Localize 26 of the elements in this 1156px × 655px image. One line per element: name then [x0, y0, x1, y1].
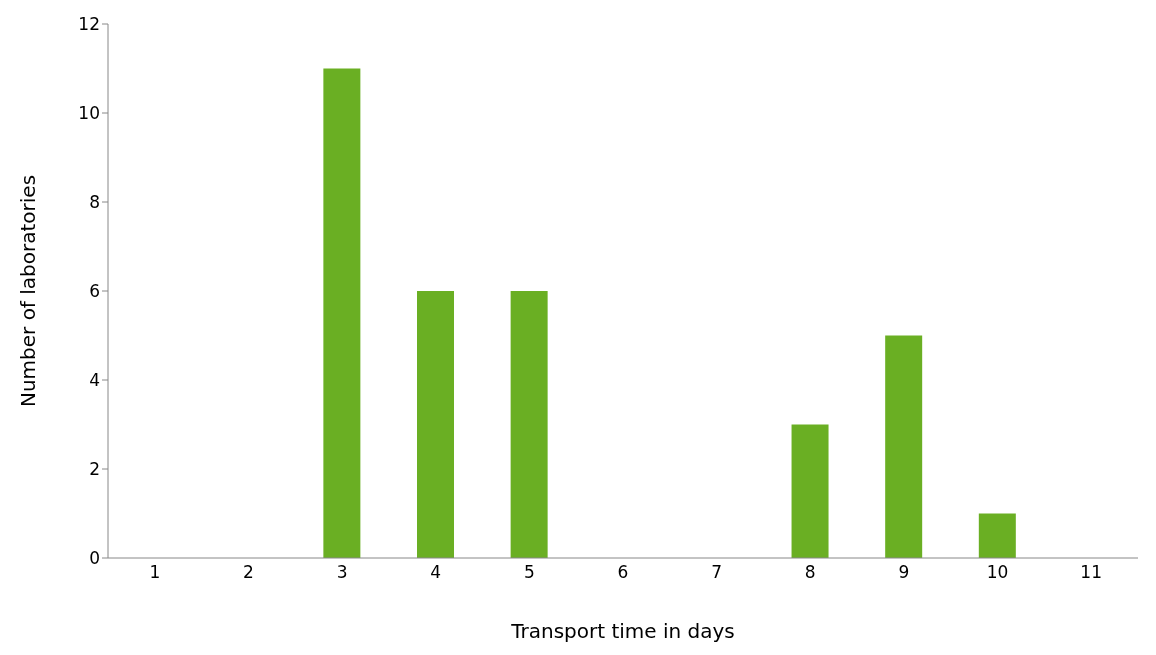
bar — [791, 424, 829, 558]
y-tick-label: 10 — [78, 103, 100, 124]
bar — [978, 513, 1016, 558]
bar — [417, 291, 454, 558]
y-tick-label: 8 — [89, 192, 100, 213]
y-tick-label: 4 — [89, 370, 100, 391]
x-tick-label: 2 — [243, 562, 254, 583]
x-tick-label: 6 — [617, 562, 629, 583]
x-tick-label: 3 — [336, 562, 348, 583]
x-tick-label: 5 — [523, 562, 535, 583]
x-tick-label: 4 — [430, 562, 442, 583]
x-tick-label: 9 — [898, 562, 910, 583]
x-tick-label: 10 — [986, 562, 1009, 583]
bar — [885, 335, 923, 558]
bar — [510, 291, 548, 558]
y-axis-title: Number of laboratories — [16, 174, 41, 408]
y-tick-label: 6 — [89, 281, 100, 302]
x-tick-label: 8 — [804, 562, 816, 583]
x-tick-label: 7 — [711, 562, 723, 583]
y-tick-label: 12 — [78, 14, 100, 35]
bar — [323, 68, 361, 558]
x-axis-title: Transport time in days — [510, 619, 735, 643]
y-tick-label: 0 — [89, 548, 100, 569]
x-tick-label: 11 — [1080, 562, 1102, 583]
x-tick-label: 1 — [149, 562, 161, 583]
y-tick-label: 2 — [89, 459, 100, 480]
